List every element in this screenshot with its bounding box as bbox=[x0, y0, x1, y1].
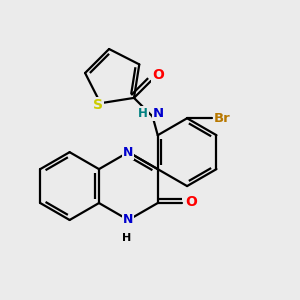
Text: S: S bbox=[93, 98, 103, 112]
Text: N: N bbox=[123, 214, 134, 226]
Text: N: N bbox=[123, 146, 134, 159]
Text: H: H bbox=[122, 232, 131, 243]
Text: N: N bbox=[153, 107, 164, 120]
Text: Br: Br bbox=[214, 112, 231, 125]
Text: O: O bbox=[186, 195, 197, 209]
Text: O: O bbox=[152, 68, 164, 82]
Text: H: H bbox=[138, 107, 148, 120]
